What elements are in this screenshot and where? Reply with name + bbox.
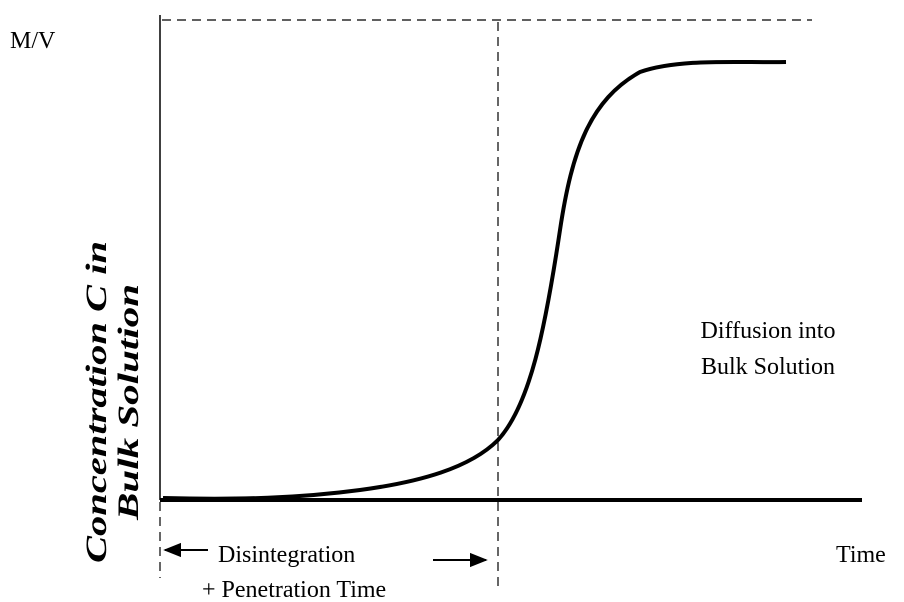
region-left-line-2: + Penetration Time [202, 577, 386, 602]
region-left-line-1: Disintegration [218, 542, 355, 568]
concentration-curve [162, 59, 787, 501]
region-right-line-2: Bulk Solution [701, 354, 835, 380]
y-unit: M/V [10, 28, 56, 54]
y-label-line-2: Bulk Solution [112, 284, 145, 521]
region-right-line-1: Diffusion into [701, 318, 836, 344]
x-label: Time [836, 542, 886, 568]
y-label-line-1: Concentration C in [80, 241, 113, 563]
